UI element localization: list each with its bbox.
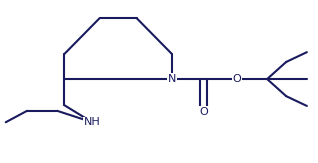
Text: O: O [199,107,208,117]
Text: N: N [168,74,176,84]
Text: O: O [232,74,241,84]
Text: NH: NH [84,117,100,127]
